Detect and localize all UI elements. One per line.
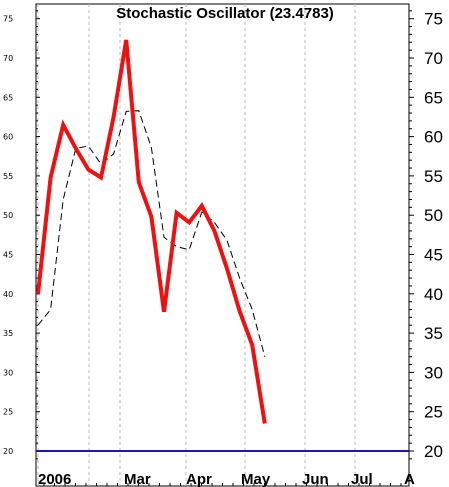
- x-tick-label-4: Jun: [302, 471, 329, 487]
- right-tick-label-55: 55: [424, 167, 443, 186]
- right-tick-label-65: 65: [424, 88, 443, 107]
- x-tick-label-0: 2006: [38, 471, 71, 487]
- chart-title: Stochastic Oscillator (23.4783): [116, 5, 334, 22]
- left-tick-label-20: 20: [3, 447, 13, 456]
- right-tick-label-75: 75: [424, 10, 443, 29]
- vertical-grid: [37, 4, 356, 486]
- right-tick-label-40: 40: [424, 285, 443, 304]
- right-tick-label-50: 50: [424, 206, 443, 225]
- x-tick-label-5: Jul: [351, 471, 373, 487]
- right-y-axis: 20 25 30 35 40 45 50 55 60 65 70 75: [409, 10, 443, 461]
- left-tick-label-70: 70: [3, 54, 13, 63]
- series-dashed-line: [37, 110, 266, 357]
- x-tick-label-6: A: [404, 471, 415, 487]
- left-y-axis: 20 25 30 35 40 45 50 55 60 65 70 75: [3, 10, 40, 460]
- left-tick-label-50: 50: [3, 211, 13, 220]
- left-tick-label-40: 40: [3, 290, 13, 299]
- left-tick-label-30: 30: [3, 368, 13, 377]
- x-axis: 2006 Mar Apr May Jun Jul A: [38, 471, 415, 487]
- series-solid-line: [36, 39, 267, 424]
- right-tick-label-20: 20: [424, 442, 443, 461]
- x-tick-label-1: Mar: [124, 471, 151, 487]
- left-tick-label-60: 60: [3, 133, 13, 142]
- left-tick-label-35: 35: [3, 329, 13, 338]
- right-tick-label-45: 45: [424, 246, 443, 265]
- left-tick-label-75: 75: [3, 15, 13, 24]
- left-tick-label-25: 25: [3, 408, 13, 417]
- right-tick-label-35: 35: [424, 324, 443, 343]
- left-tick-label-65: 65: [3, 93, 13, 102]
- right-tick-label-30: 30: [424, 363, 443, 382]
- x-tick-label-3: May: [241, 471, 271, 487]
- right-tick-label-70: 70: [424, 49, 443, 68]
- left-tick-label-55: 55: [3, 172, 13, 181]
- x-tick-label-2: Apr: [186, 471, 212, 487]
- right-tick-label-25: 25: [424, 403, 443, 422]
- left-tick-label-45: 45: [3, 251, 13, 260]
- right-tick-label-60: 60: [424, 128, 443, 147]
